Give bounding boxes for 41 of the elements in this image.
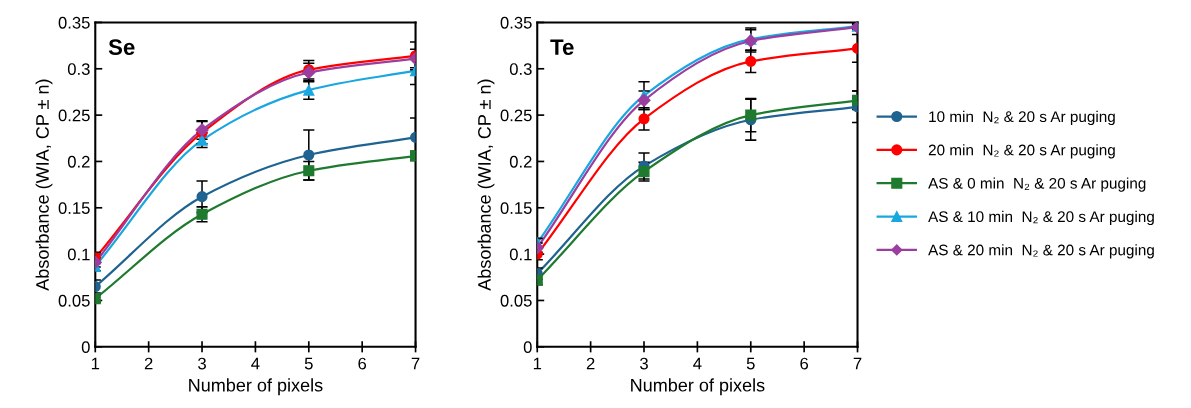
annotation: Te: [550, 39, 574, 55]
y-tick-label: 0.05: [58, 294, 90, 307]
x-axis-title: Number of pixels: [631, 378, 765, 396]
y-tick-label: 0.15: [500, 202, 532, 214]
x-tick-label: 6: [358, 357, 367, 370]
x-tick-label: 1: [533, 357, 542, 370]
y-tick-label: 0.1: [509, 248, 532, 261]
y-tick-label: 0: [81, 341, 90, 353]
y-axis-title: Absorbance (WIA, CP ± n): [477, 79, 495, 291]
x-tick-label: 1: [91, 357, 100, 370]
x-tick-label: 2: [586, 357, 595, 370]
x-tick-label: 4: [251, 357, 260, 370]
x-axis-title: Number of pixels: [189, 378, 323, 396]
y-tick-label: 0.35: [58, 16, 90, 29]
x-tick-label: 7: [411, 357, 420, 370]
x-tick-label: 3: [640, 357, 648, 370]
x-tick-label: 7: [853, 357, 862, 370]
x-tick-label: 3: [198, 357, 206, 370]
y-tick-label: 0.2: [509, 155, 532, 168]
y-tick-label: 0.15: [58, 202, 90, 214]
x-tick-label: 5: [746, 357, 755, 370]
legend-label: AS & 10 min N₂ & 20 s Ar puging: [928, 210, 1154, 226]
annotation: Se: [108, 39, 135, 55]
legend-label: AS & 20 min N₂ & 20 s Ar puging: [928, 244, 1154, 259]
x-tick-label: 6: [800, 357, 809, 370]
legend-label: AS & 0 min N₂ & 20 s Ar puging: [928, 177, 1146, 192]
x-tick-label: 5: [304, 357, 313, 370]
legend-label: 20 min N₂ & 20 s Ar puging: [928, 144, 1115, 159]
y-axis-title: Absorbance (WIA, CP ± n): [35, 79, 53, 291]
legend-label: 10 min N₂ & 20 s Ar puging: [929, 110, 1115, 126]
y-tick-label: 0.3: [67, 63, 90, 75]
y-tick-label: 0.25: [58, 109, 90, 122]
y-tick-label: 0.25: [500, 109, 532, 122]
y-tick-label: 0: [523, 341, 532, 353]
y-tick-label: 0.1: [67, 248, 90, 261]
y-tick-label: 0.2: [67, 155, 90, 168]
y-tick-label: 0.35: [500, 16, 532, 29]
x-tick-label: 4: [693, 357, 702, 370]
y-tick-label: 0.05: [500, 294, 532, 307]
x-tick-label: 2: [144, 357, 153, 370]
y-tick-label: 0.3: [509, 63, 532, 75]
